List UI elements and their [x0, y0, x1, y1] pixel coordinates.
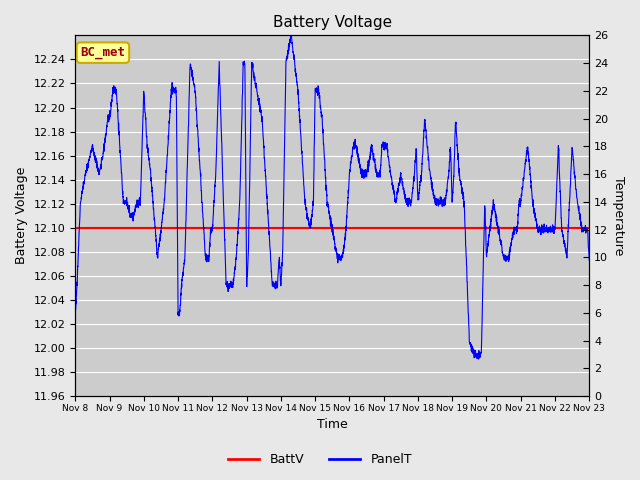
Y-axis label: Temperature: Temperature — [612, 176, 625, 255]
Y-axis label: Battery Voltage: Battery Voltage — [15, 167, 28, 264]
Text: BC_met: BC_met — [81, 46, 125, 59]
X-axis label: Time: Time — [317, 419, 348, 432]
Legend: BattV, PanelT: BattV, PanelT — [223, 448, 417, 471]
Title: Battery Voltage: Battery Voltage — [273, 15, 392, 30]
